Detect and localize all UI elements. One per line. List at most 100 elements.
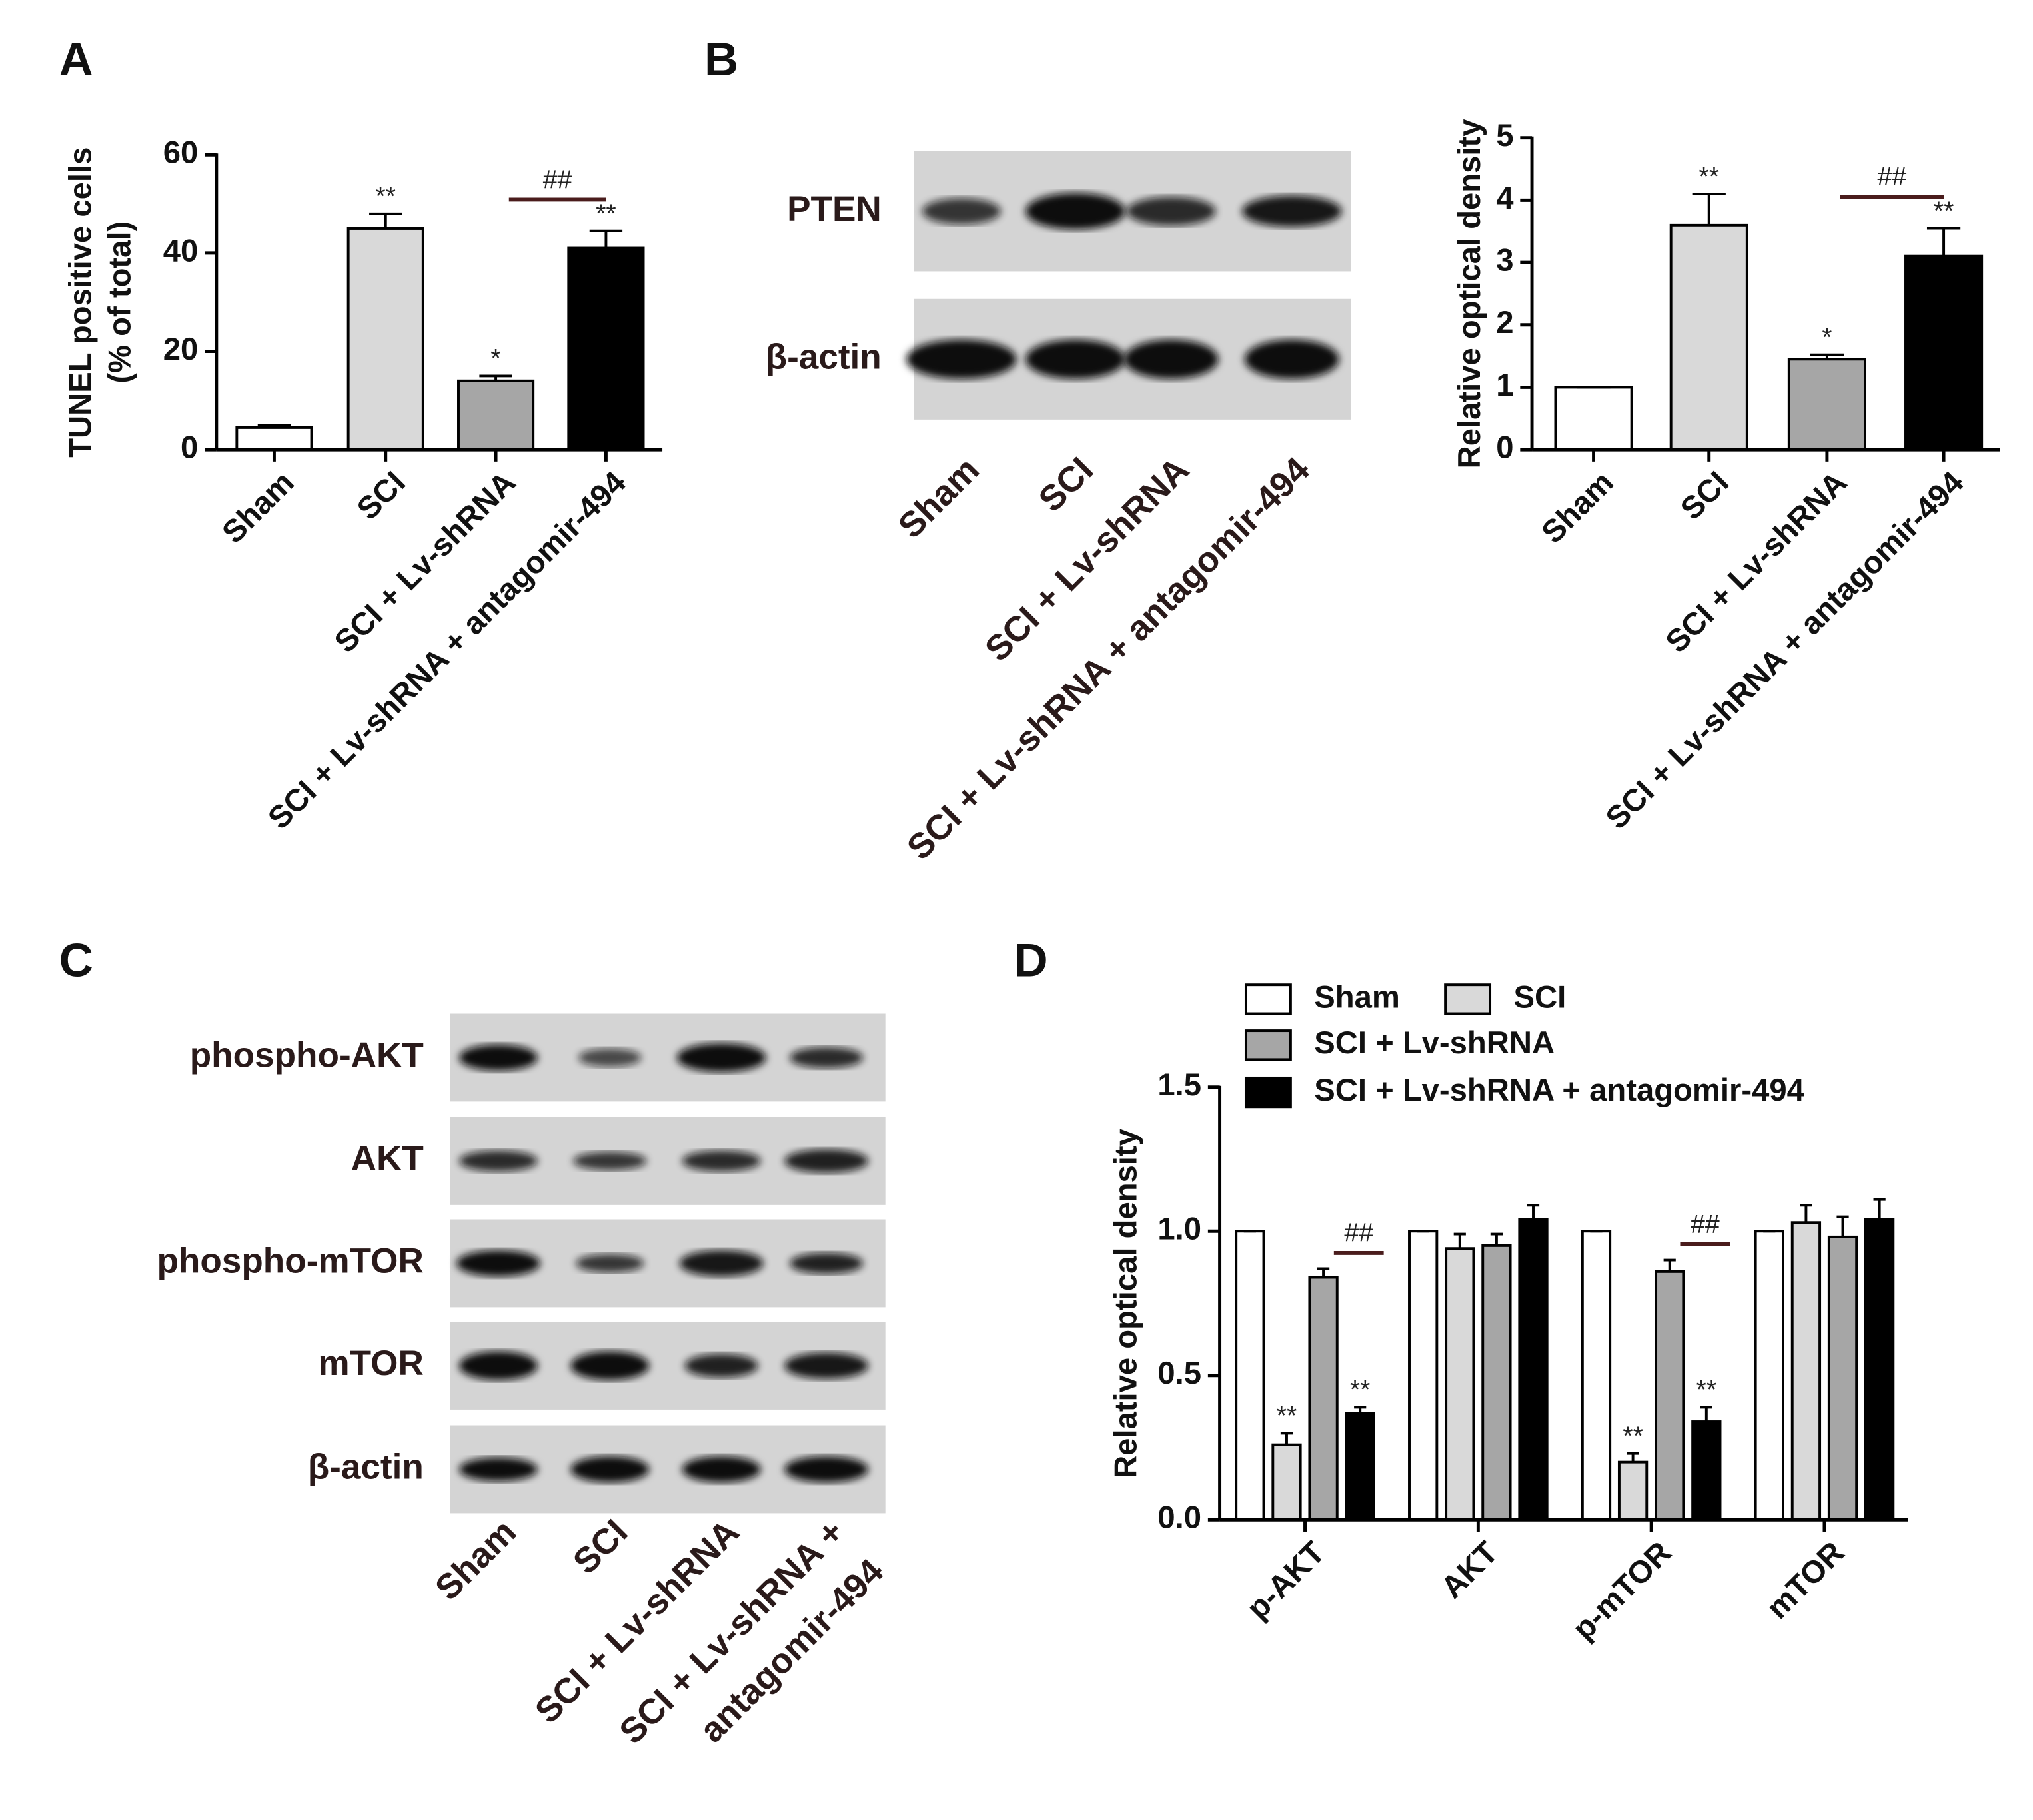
bar: [1864, 1218, 1895, 1522]
y-tick-label: 0.0: [1157, 1500, 1201, 1536]
x-tick-label: mTOR: [1760, 1535, 1851, 1626]
legend-label: SCI + Lv-shRNA + antagomir-494: [1314, 1073, 1804, 1108]
blot-band: [576, 1254, 644, 1273]
bar: [457, 379, 535, 452]
blot-band: [784, 1456, 869, 1483]
blot-band: [906, 339, 1017, 379]
legend-label: Sham: [1314, 979, 1400, 1015]
y-axis-label: Relative optical density: [1452, 119, 1487, 468]
bar: [1691, 1420, 1722, 1522]
bar: [1235, 1230, 1265, 1522]
blot-band: [578, 1048, 642, 1067]
y-axis-label: Relative optical density: [1108, 1129, 1143, 1478]
blot-band: [458, 1351, 538, 1380]
legend-label: SCI: [1513, 979, 1566, 1015]
blot-band: [922, 198, 1001, 225]
significance-label: *: [1822, 322, 1832, 352]
blot-band: [570, 1351, 650, 1380]
legend-label: SCI + Lv-shRNA: [1314, 1025, 1555, 1061]
y-tick-label: 4: [1496, 181, 1513, 216]
blot-row-label: AKT: [351, 1139, 424, 1178]
significance-label: **: [1350, 1375, 1371, 1404]
bar: [1617, 1460, 1649, 1522]
blot-row-label: β-actin: [308, 1448, 424, 1487]
panel-label: B: [704, 33, 738, 86]
blot-band: [679, 1250, 764, 1277]
bar: [346, 227, 424, 452]
x-tick-label: Sham: [215, 465, 301, 550]
significance-label: **: [375, 182, 396, 211]
x-tick-label: AKT: [1434, 1535, 1505, 1605]
y-tick-label: 0: [181, 430, 198, 466]
blot-band: [1025, 193, 1125, 230]
bar: [1581, 1230, 1612, 1522]
y-tick-label: 1: [1496, 368, 1513, 403]
blot-band: [1242, 195, 1342, 227]
blot-row-label: phospho-mTOR: [157, 1241, 423, 1280]
blot-row-label: mTOR: [318, 1344, 423, 1383]
y-tick-label: 2: [1496, 305, 1513, 340]
significance-label: *: [490, 344, 500, 373]
x-tick-label: p-AKT: [1240, 1535, 1332, 1627]
legend-swatch: [1244, 983, 1292, 1015]
y-tick-label: 1.0: [1157, 1212, 1201, 1247]
legend-swatch: [1444, 983, 1492, 1015]
lane-label: Sham: [428, 1512, 524, 1608]
significance-label: **: [1696, 1375, 1717, 1404]
blot-band: [573, 1152, 647, 1170]
blot-band: [682, 1150, 761, 1172]
bar: [1554, 386, 1633, 452]
blot-band: [570, 1456, 650, 1483]
x-tick-label: p-mTOR: [1566, 1535, 1679, 1647]
bar: [1787, 358, 1866, 452]
x-tick-label: Sham: [1535, 465, 1620, 550]
y-axis-label: (% of total): [103, 221, 138, 384]
bar: [1904, 254, 1984, 452]
significance-label: **: [1698, 162, 1719, 191]
significance-label: **: [596, 199, 616, 228]
panel-label: C: [59, 934, 93, 987]
blot-band: [1025, 339, 1125, 379]
bar: [1754, 1230, 1784, 1522]
bar: [1408, 1230, 1439, 1522]
blot-band: [456, 1250, 541, 1277]
panel-label: D: [1014, 934, 1048, 987]
bracket-label: ##: [1344, 1218, 1373, 1248]
blot-band: [789, 1047, 864, 1069]
blot-band: [1123, 339, 1219, 379]
bar: [1345, 1412, 1375, 1522]
blot-band: [676, 1043, 766, 1073]
legend-swatch: [1244, 1029, 1292, 1061]
blot-band: [1126, 197, 1216, 226]
y-tick-label: 3: [1496, 243, 1513, 278]
bracket-label: ##: [543, 165, 572, 194]
significance-label: **: [1277, 1401, 1297, 1430]
significance-label: **: [1934, 196, 1954, 225]
bar: [1790, 1221, 1822, 1522]
bar: [1445, 1247, 1475, 1522]
blot-band: [1244, 339, 1339, 379]
bar: [567, 246, 645, 452]
blot-band: [682, 1456, 761, 1483]
blot-band: [789, 1252, 864, 1274]
blot-band: [684, 1354, 758, 1378]
lane-label: SCI: [566, 1512, 635, 1582]
y-axis-label: TUNEL positive cells: [63, 147, 99, 458]
x-tick-label: SCI: [350, 465, 412, 527]
y-tick-label: 5: [1496, 118, 1513, 153]
lane-label: SCI: [1031, 450, 1101, 519]
bar: [1271, 1443, 1302, 1522]
y-tick-label: 60: [163, 135, 199, 171]
blot-band: [784, 1352, 869, 1379]
bar: [1481, 1244, 1512, 1522]
blot-row-label: β-actin: [766, 337, 882, 376]
bar: [1655, 1270, 1685, 1522]
blot-band: [784, 1149, 869, 1173]
blot-row-label: phospho-AKT: [190, 1035, 424, 1075]
bar: [1827, 1235, 1858, 1522]
y-tick-label: 40: [163, 233, 199, 268]
y-tick-label: 0.5: [1157, 1356, 1201, 1391]
blot-band: [458, 1457, 538, 1482]
y-tick-label: 1.5: [1157, 1067, 1201, 1103]
